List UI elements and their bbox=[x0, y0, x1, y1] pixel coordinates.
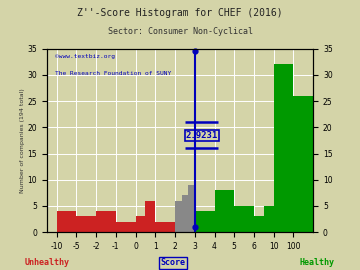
Bar bbox=[175, 201, 181, 232]
Text: Score: Score bbox=[160, 258, 185, 267]
Bar bbox=[269, 222, 274, 232]
Bar bbox=[274, 64, 293, 232]
Y-axis label: Number of companies (194 total): Number of companies (194 total) bbox=[19, 88, 24, 193]
Bar bbox=[57, 211, 76, 232]
Bar bbox=[224, 195, 234, 232]
Bar bbox=[76, 217, 96, 232]
Bar bbox=[234, 206, 244, 232]
Text: ©www.textbiz.org: ©www.textbiz.org bbox=[55, 54, 115, 59]
Text: Sector: Consumer Non-Cyclical: Sector: Consumer Non-Cyclical bbox=[108, 27, 252, 36]
Bar bbox=[215, 190, 234, 232]
Text: 2.9231: 2.9231 bbox=[186, 131, 218, 140]
Bar bbox=[229, 206, 234, 232]
Bar bbox=[244, 206, 254, 232]
Bar bbox=[96, 211, 116, 232]
Bar bbox=[181, 195, 188, 232]
Text: The Research Foundation of SUNY: The Research Foundation of SUNY bbox=[55, 71, 171, 76]
Text: Healthy: Healthy bbox=[299, 258, 334, 267]
Bar bbox=[264, 206, 274, 232]
Bar bbox=[195, 211, 215, 232]
Bar bbox=[145, 201, 155, 232]
Bar bbox=[188, 185, 195, 232]
Bar bbox=[136, 217, 145, 232]
Text: Z''-Score Histogram for CHEF (2016): Z''-Score Histogram for CHEF (2016) bbox=[77, 8, 283, 18]
Bar bbox=[165, 222, 175, 232]
Bar bbox=[116, 222, 136, 232]
Bar bbox=[155, 222, 165, 232]
Text: Unhealthy: Unhealthy bbox=[24, 258, 69, 267]
Bar bbox=[254, 217, 264, 232]
Bar bbox=[293, 96, 313, 232]
